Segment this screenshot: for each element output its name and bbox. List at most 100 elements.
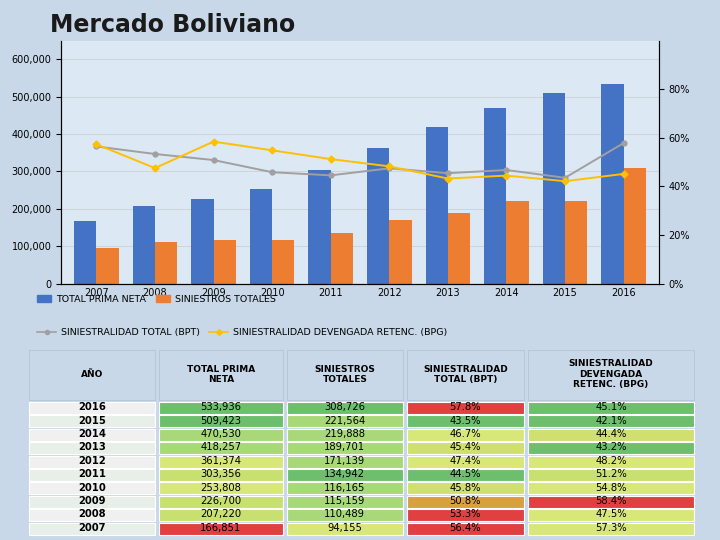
- Bar: [528, 402, 694, 414]
- Bar: [407, 469, 523, 481]
- Bar: [287, 350, 403, 401]
- Bar: [407, 496, 523, 508]
- Bar: [29, 350, 156, 401]
- Bar: [287, 482, 403, 494]
- Bar: [159, 429, 282, 441]
- Bar: [287, 415, 403, 427]
- Text: 361,374: 361,374: [200, 456, 241, 466]
- Text: 221,564: 221,564: [324, 416, 366, 426]
- Text: 44.5%: 44.5%: [449, 469, 481, 479]
- Text: 48.2%: 48.2%: [595, 456, 627, 466]
- Bar: [159, 456, 282, 468]
- Text: TOTAL PRIMA
NETA: TOTAL PRIMA NETA: [187, 364, 255, 384]
- Text: 533,936: 533,936: [200, 402, 241, 412]
- Bar: [159, 350, 282, 401]
- Bar: [29, 523, 156, 535]
- Text: 2007: 2007: [78, 523, 106, 533]
- Bar: [29, 415, 156, 427]
- Text: 116,165: 116,165: [324, 483, 366, 492]
- Text: 2014: 2014: [78, 429, 106, 439]
- Bar: [29, 482, 156, 494]
- Text: 44.4%: 44.4%: [595, 429, 626, 439]
- Text: 50.8%: 50.8%: [449, 496, 481, 506]
- Text: 2011: 2011: [78, 469, 106, 479]
- Text: 94,155: 94,155: [328, 523, 362, 533]
- Text: 418,257: 418,257: [200, 442, 241, 453]
- Text: 509,423: 509,423: [200, 416, 241, 426]
- Text: 2015: 2015: [78, 416, 106, 426]
- Text: 2012: 2012: [78, 456, 106, 466]
- Bar: [272, 240, 294, 284]
- Text: 207,220: 207,220: [200, 509, 241, 519]
- Bar: [407, 509, 523, 521]
- Bar: [159, 496, 282, 508]
- Text: 54.8%: 54.8%: [595, 483, 627, 492]
- Bar: [29, 402, 156, 414]
- Bar: [528, 456, 694, 468]
- Bar: [528, 496, 694, 508]
- Bar: [29, 429, 156, 441]
- Bar: [192, 199, 214, 284]
- Bar: [74, 221, 96, 284]
- Bar: [601, 84, 624, 284]
- Bar: [407, 415, 523, 427]
- Bar: [485, 107, 506, 284]
- Bar: [624, 168, 646, 284]
- Bar: [159, 523, 282, 535]
- Bar: [426, 127, 448, 284]
- Bar: [367, 148, 390, 284]
- Text: 2010: 2010: [78, 483, 106, 492]
- Bar: [287, 442, 403, 454]
- Text: SINIESTRALIDAD
TOTAL (BPT): SINIESTRALIDAD TOTAL (BPT): [423, 364, 508, 384]
- Bar: [543, 93, 565, 284]
- Bar: [407, 456, 523, 468]
- Bar: [528, 509, 694, 521]
- Bar: [330, 233, 353, 284]
- Bar: [448, 213, 470, 284]
- Text: SINIESTRALIDAD
DEVENGADA
RETENC. (BPG): SINIESTRALIDAD DEVENGADA RETENC. (BPG): [569, 360, 653, 389]
- Text: 2009: 2009: [78, 496, 106, 506]
- Text: 253,808: 253,808: [201, 483, 241, 492]
- Text: 308,726: 308,726: [324, 402, 365, 412]
- Bar: [287, 402, 403, 414]
- Bar: [565, 201, 588, 284]
- Bar: [250, 188, 272, 284]
- Bar: [287, 469, 403, 481]
- Text: 219,888: 219,888: [324, 429, 365, 439]
- Bar: [390, 220, 412, 284]
- Text: 56.4%: 56.4%: [449, 523, 481, 533]
- Bar: [29, 456, 156, 468]
- Text: 42.1%: 42.1%: [595, 416, 627, 426]
- Bar: [528, 469, 694, 481]
- Bar: [29, 496, 156, 508]
- Text: 47.4%: 47.4%: [449, 456, 481, 466]
- Text: 45.1%: 45.1%: [595, 402, 627, 412]
- Bar: [407, 482, 523, 494]
- Bar: [214, 240, 235, 284]
- Bar: [29, 509, 156, 521]
- Bar: [528, 482, 694, 494]
- Text: 57.8%: 57.8%: [449, 402, 481, 412]
- Bar: [159, 442, 282, 454]
- Text: 2013: 2013: [78, 442, 106, 453]
- Bar: [155, 242, 177, 284]
- Text: 57.3%: 57.3%: [595, 523, 627, 533]
- Bar: [29, 442, 156, 454]
- Bar: [407, 523, 523, 535]
- Text: 189,701: 189,701: [324, 442, 366, 453]
- Legend: SINIESTRALIDAD TOTAL (BPT), SINIESTRALIDAD DEVENGADA RETENC. (BPG): SINIESTRALIDAD TOTAL (BPT), SINIESTRALID…: [34, 325, 451, 341]
- Bar: [528, 415, 694, 427]
- Text: AÑO: AÑO: [81, 370, 103, 379]
- Text: 226,700: 226,700: [200, 496, 241, 506]
- Bar: [407, 442, 523, 454]
- Bar: [407, 429, 523, 441]
- Bar: [29, 469, 156, 481]
- Bar: [159, 402, 282, 414]
- Bar: [287, 496, 403, 508]
- Bar: [159, 415, 282, 427]
- Bar: [132, 206, 155, 284]
- Text: 58.4%: 58.4%: [595, 496, 627, 506]
- Text: 2008: 2008: [78, 509, 106, 519]
- Text: 166,851: 166,851: [200, 523, 242, 533]
- Bar: [96, 248, 119, 284]
